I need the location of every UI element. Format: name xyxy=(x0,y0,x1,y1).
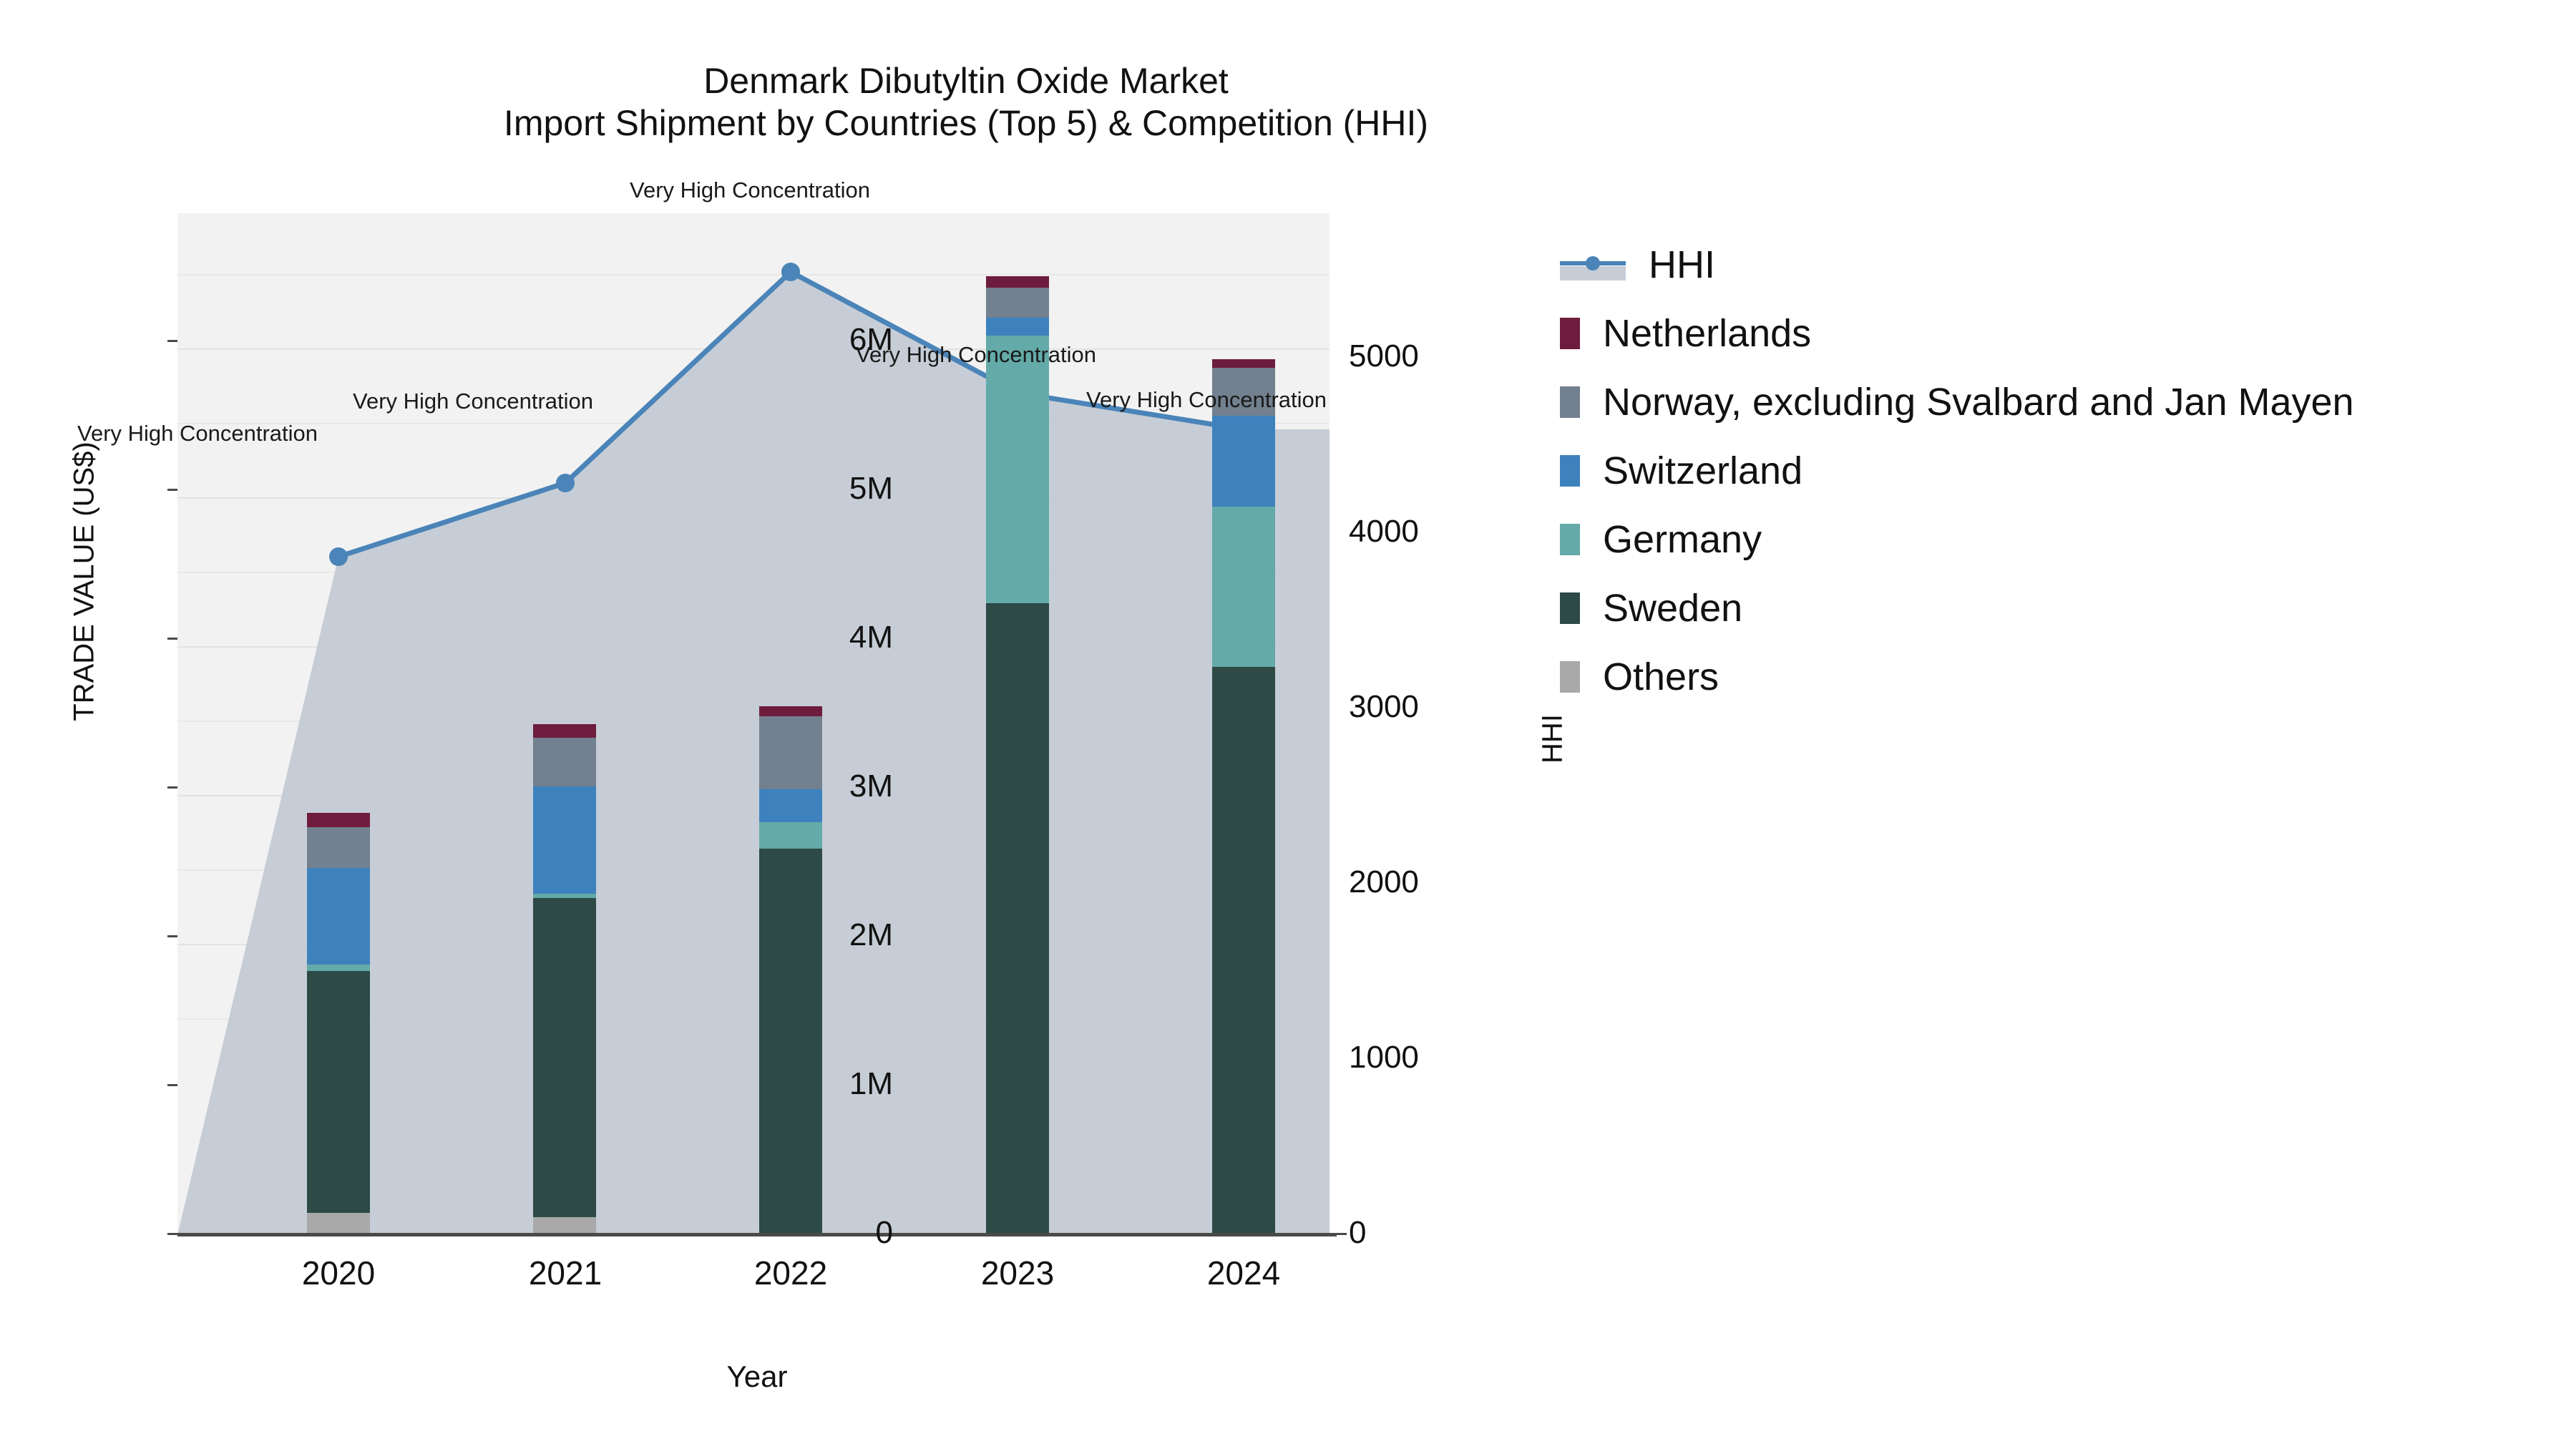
bar-segment-netherlands-2024[interactable] xyxy=(1212,359,1275,368)
bar-segment-switzerland-2020[interactable] xyxy=(307,868,370,965)
hhi-point-2021[interactable] xyxy=(556,474,575,492)
y-tickmark-left-4M xyxy=(167,638,177,640)
bar-segment-sweden-2022[interactable] xyxy=(759,849,822,1235)
legend-swatch-switzerland xyxy=(1560,455,1580,487)
gridline-5.5M xyxy=(177,274,1330,275)
y-tickmark-left-3M xyxy=(167,786,177,789)
bar-segment-switzerland-2022[interactable] xyxy=(759,789,822,822)
y-axis-label-left: TRADE VALUE (US$) xyxy=(68,441,100,721)
legend-item-switzerland[interactable]: Switzerland xyxy=(1560,436,2354,505)
annotation-hhi-2022: Very High Concentration xyxy=(630,177,871,203)
legend: HHI Netherlands Norway, excluding Svalba… xyxy=(1560,230,2354,711)
bar-segment-germany-2020[interactable] xyxy=(307,965,370,971)
bar-segment-netherlands-2022[interactable] xyxy=(759,706,822,716)
x-axis-label: Year xyxy=(726,1360,788,1393)
bar-segment-norway-2022[interactable] xyxy=(759,716,822,789)
bar-segment-switzerland-2021[interactable] xyxy=(533,786,596,894)
bar-segment-norway-2021[interactable] xyxy=(533,738,596,786)
bar-segment-norway-2023[interactable] xyxy=(986,288,1049,318)
bar-segment-sweden-2023[interactable] xyxy=(986,603,1049,1235)
bar-segment-switzerland-2023[interactable] xyxy=(986,318,1049,336)
x-tick-2023: 2023 xyxy=(980,1254,1055,1292)
annotation-hhi-2023: Very High Concentration xyxy=(856,342,1097,367)
y-tickmark-left-6M xyxy=(167,340,177,342)
bar-segment-netherlands-2020[interactable] xyxy=(307,813,370,827)
legend-swatch-norway xyxy=(1560,386,1580,418)
bar-segment-norway-2024[interactable] xyxy=(1212,368,1275,416)
bar-segment-others-2020[interactable] xyxy=(307,1213,370,1235)
chart-title: Denmark Dibutyltin Oxide Market Import S… xyxy=(0,60,1932,145)
legend-item-sweden[interactable]: Sweden xyxy=(1560,574,2354,643)
y-tick-right-0: 0 xyxy=(1349,1215,1367,1250)
y-tick-right-1000: 1000 xyxy=(1349,1040,1419,1075)
legend-label-others: Others xyxy=(1603,655,1719,698)
x-tick-2021: 2021 xyxy=(528,1254,602,1292)
y-tick-left-5M: 5M xyxy=(849,471,893,506)
annotation-hhi-2021: Very High Concentration xyxy=(353,389,594,414)
bar-stack-2023[interactable] xyxy=(986,276,1049,1235)
y-tick-right-3000: 3000 xyxy=(1349,689,1419,724)
hhi-point-2020[interactable] xyxy=(329,547,348,566)
legend-item-germany[interactable]: Germany xyxy=(1560,505,2354,574)
bar-segment-sweden-2024[interactable] xyxy=(1212,667,1275,1235)
x-tick-2022: 2022 xyxy=(753,1254,828,1292)
bar-segment-others-2021[interactable] xyxy=(533,1217,596,1235)
bar-segment-norway-2020[interactable] xyxy=(307,827,370,868)
legend-item-norway[interactable]: Norway, excluding Svalbard and Jan Mayen xyxy=(1560,368,2354,436)
legend-label-norway: Norway, excluding Svalbard and Jan Mayen xyxy=(1603,381,2354,424)
bar-segment-germany-2024[interactable] xyxy=(1212,507,1275,667)
x-tick-2020: 2020 xyxy=(301,1254,376,1292)
y-tickmark-left-0 xyxy=(167,1233,177,1235)
y-tick-left-1M: 1M xyxy=(849,1066,893,1101)
bar-segment-switzerland-2024[interactable] xyxy=(1212,416,1275,507)
legend-label-sweden: Sweden xyxy=(1603,587,1743,630)
bar-segment-sweden-2021[interactable] xyxy=(533,898,596,1217)
y-tick-left-4M: 4M xyxy=(849,620,893,655)
legend-swatch-netherlands xyxy=(1560,318,1580,349)
bar-segment-netherlands-2023[interactable] xyxy=(986,276,1049,288)
y-tickmark-left-5M xyxy=(167,489,177,491)
bar-segment-netherlands-2021[interactable] xyxy=(533,724,596,738)
bar-segment-germany-2022[interactable] xyxy=(759,822,822,849)
hhi-line-marker-icon xyxy=(1560,249,1626,280)
annotation-hhi-2020: Very High Concentration xyxy=(77,421,318,446)
x-axis-line xyxy=(177,1233,1337,1236)
annotation-hhi-2024: Very High Concentration xyxy=(1086,387,1327,412)
hhi-point-2022[interactable] xyxy=(781,263,800,281)
legend-item-others[interactable]: Others xyxy=(1560,643,2354,711)
y-tick-right-2000: 2000 xyxy=(1349,864,1419,899)
y-tick-left-3M: 3M xyxy=(849,769,893,804)
y-tickmark-right-0 xyxy=(1337,1233,1347,1235)
y-tick-left-2M: 2M xyxy=(849,917,893,952)
y-tick-right-4000: 4000 xyxy=(1349,514,1419,549)
y-tick-left-0: 0 xyxy=(875,1215,893,1250)
chart-title-line1: Denmark Dibutyltin Oxide Market xyxy=(703,61,1229,101)
legend-item-hhi[interactable]: HHI xyxy=(1560,230,2354,299)
bar-stack-2020[interactable] xyxy=(307,813,370,1235)
legend-swatch-others xyxy=(1560,661,1580,693)
y-tick-left-6M: 6M xyxy=(849,322,893,357)
legend-item-netherlands[interactable]: Netherlands xyxy=(1560,299,2354,368)
legend-label-netherlands: Netherlands xyxy=(1603,312,1812,355)
y-tick-right-5000: 5000 xyxy=(1349,338,1419,374)
y-tickmark-left-1M xyxy=(167,1084,177,1086)
plot-area: Very High Concentration Very High Concen… xyxy=(77,177,1330,1235)
bar-segment-sweden-2020[interactable] xyxy=(307,971,370,1213)
x-tick-2024: 2024 xyxy=(1206,1254,1281,1292)
legend-swatch-germany xyxy=(1560,524,1580,555)
chart-title-line2: Import Shipment by Countries (Top 5) & C… xyxy=(503,103,1429,143)
legend-label-hhi: HHI xyxy=(1649,243,1715,286)
legend-swatch-sweden xyxy=(1560,592,1580,624)
bar-segment-germany-2021[interactable] xyxy=(533,894,596,898)
y-tickmark-left-2M xyxy=(167,935,177,937)
bar-stack-2024[interactable] xyxy=(1212,359,1275,1235)
bar-stack-2021[interactable] xyxy=(533,724,596,1235)
bar-segment-germany-2023[interactable] xyxy=(986,336,1049,603)
legend-label-germany: Germany xyxy=(1603,518,1762,561)
bar-stack-2022[interactable] xyxy=(759,706,822,1235)
legend-label-switzerland: Switzerland xyxy=(1603,449,1803,492)
